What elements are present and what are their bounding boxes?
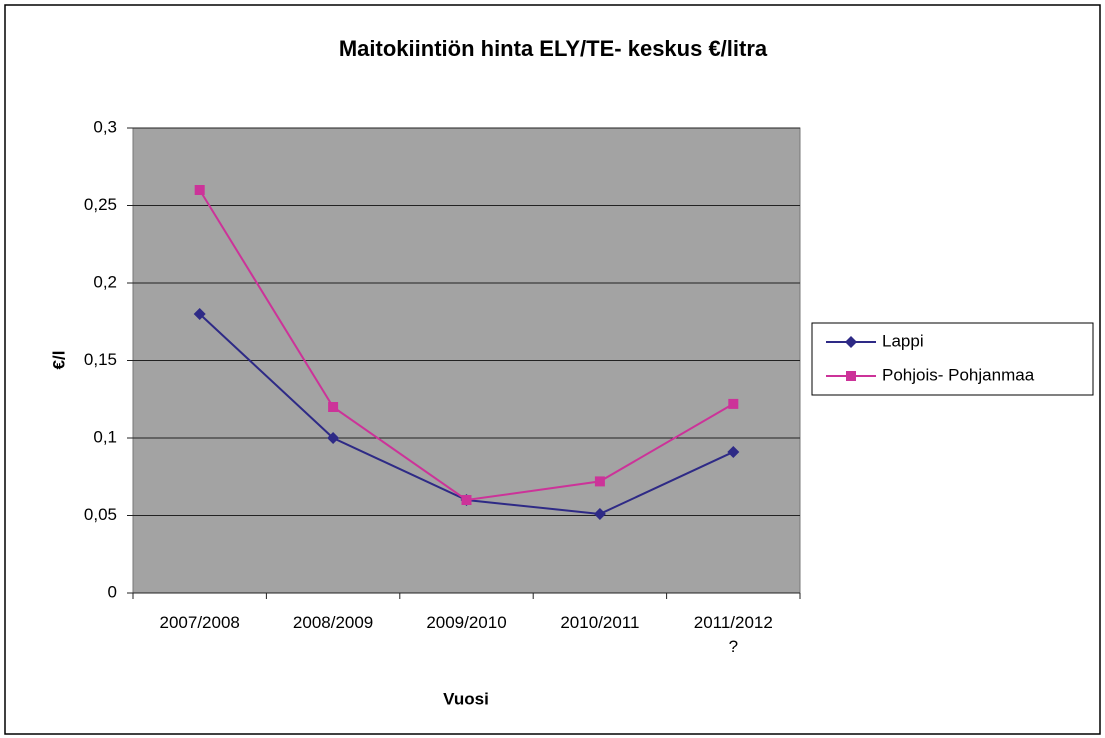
point: [727, 445, 740, 458]
legend: [811, 322, 1094, 396]
point: [846, 371, 856, 381]
y-tick-label: 0,25: [84, 195, 117, 214]
point: [327, 432, 340, 444]
x-axis-label: Vuosi: [443, 689, 489, 708]
y-tick-label: 0,05: [84, 505, 117, 524]
x-tick-label: 2009/2010: [426, 613, 507, 632]
point: [593, 507, 606, 520]
chart-title: Maitokiintiön hinta ELY/TE- keskus €/lit…: [339, 36, 768, 61]
y-tick-label: 0,15: [84, 350, 117, 369]
y-tick-label: 0,2: [93, 272, 117, 291]
point: [594, 476, 605, 487]
point: [728, 398, 739, 409]
point: [845, 336, 857, 348]
legend-label: Pohjois- Pohjanmaa: [882, 365, 1035, 384]
y-tick-label: 0,1: [93, 427, 117, 446]
y-tick-label: 0,3: [93, 117, 117, 136]
point: [193, 308, 206, 320]
y-axis-label: €/l: [49, 351, 68, 370]
point: [194, 185, 205, 195]
x-tick-label: 2008/2009: [292, 613, 374, 632]
x-tick-label: 2007/2008: [159, 613, 240, 632]
point: [461, 495, 472, 505]
point: [328, 402, 339, 412]
y-tick-label: 0: [108, 582, 117, 601]
x-tick-label: 2011/2012 ?: [693, 613, 773, 656]
legend-label: Lappi: [882, 331, 924, 350]
x-tick-label: 2010/2011: [560, 613, 640, 632]
